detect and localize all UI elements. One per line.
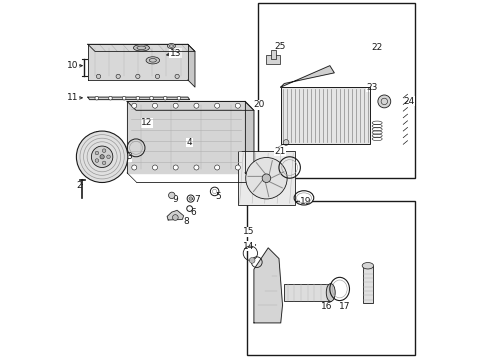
Text: 1: 1: [95, 131, 101, 140]
Circle shape: [173, 103, 178, 108]
Text: 11: 11: [67, 93, 78, 102]
Circle shape: [172, 215, 178, 220]
Circle shape: [194, 165, 199, 170]
Text: 14: 14: [243, 242, 254, 251]
Bar: [363, 266, 373, 303]
Circle shape: [152, 165, 157, 170]
Circle shape: [100, 155, 104, 159]
Text: 17: 17: [339, 302, 351, 311]
Bar: [270, 50, 276, 59]
Ellipse shape: [146, 57, 160, 64]
Circle shape: [150, 96, 153, 100]
Text: 25: 25: [274, 41, 286, 50]
Text: 12: 12: [141, 118, 152, 127]
Polygon shape: [167, 210, 184, 220]
Circle shape: [132, 165, 137, 170]
Circle shape: [194, 103, 199, 108]
Text: 8: 8: [183, 217, 189, 226]
Circle shape: [95, 159, 98, 162]
Bar: [258, 3, 415, 178]
Text: 23: 23: [366, 83, 377, 92]
Bar: [238, 152, 295, 205]
Polygon shape: [88, 44, 188, 80]
Circle shape: [173, 165, 178, 170]
Text: 3: 3: [126, 152, 132, 161]
Ellipse shape: [168, 44, 175, 49]
Circle shape: [169, 192, 175, 199]
Circle shape: [92, 146, 113, 167]
Circle shape: [109, 96, 112, 100]
Circle shape: [235, 165, 241, 170]
Circle shape: [378, 95, 391, 108]
Circle shape: [175, 74, 179, 78]
Text: 9: 9: [172, 195, 178, 204]
Bar: [281, 87, 370, 144]
Text: 15: 15: [243, 227, 254, 236]
Polygon shape: [245, 102, 254, 182]
Circle shape: [215, 103, 220, 108]
Circle shape: [95, 96, 98, 100]
Text: 13: 13: [170, 49, 181, 58]
Circle shape: [215, 165, 220, 170]
Text: 24: 24: [404, 97, 415, 106]
Circle shape: [164, 96, 167, 100]
Text: 21: 21: [274, 147, 286, 156]
Ellipse shape: [133, 45, 149, 51]
Text: 7: 7: [194, 195, 199, 204]
Circle shape: [95, 151, 98, 155]
Circle shape: [97, 74, 100, 78]
Circle shape: [107, 155, 110, 158]
Polygon shape: [188, 44, 195, 87]
Circle shape: [262, 174, 270, 183]
Circle shape: [249, 257, 255, 263]
Circle shape: [132, 103, 137, 108]
Text: 22: 22: [371, 43, 383, 52]
Circle shape: [116, 74, 121, 78]
Text: 16: 16: [321, 302, 333, 311]
Circle shape: [245, 157, 287, 199]
Text: 4: 4: [187, 138, 193, 147]
Text: 18: 18: [264, 179, 276, 188]
Bar: [284, 284, 331, 301]
Circle shape: [81, 179, 83, 181]
Polygon shape: [88, 97, 190, 100]
Circle shape: [189, 197, 193, 201]
Text: 20: 20: [253, 100, 264, 109]
Bar: [267, 55, 280, 64]
Ellipse shape: [326, 284, 335, 301]
Circle shape: [136, 74, 140, 78]
Circle shape: [235, 103, 241, 108]
Polygon shape: [127, 102, 245, 173]
Circle shape: [76, 131, 128, 183]
Bar: [281, 87, 370, 144]
Circle shape: [102, 149, 106, 152]
Circle shape: [152, 103, 157, 108]
Polygon shape: [127, 102, 254, 111]
Ellipse shape: [362, 262, 373, 269]
Text: 5: 5: [215, 192, 221, 201]
Polygon shape: [281, 66, 334, 87]
Circle shape: [155, 74, 160, 78]
Circle shape: [136, 96, 140, 100]
Circle shape: [122, 96, 126, 100]
Bar: [247, 202, 415, 355]
Circle shape: [177, 96, 181, 100]
Text: 19: 19: [300, 197, 312, 206]
Text: 6: 6: [190, 208, 196, 217]
Circle shape: [283, 140, 289, 145]
Polygon shape: [88, 44, 195, 51]
Text: 2: 2: [76, 181, 82, 190]
Circle shape: [102, 161, 106, 165]
Polygon shape: [254, 248, 283, 323]
Text: 10: 10: [67, 61, 78, 70]
